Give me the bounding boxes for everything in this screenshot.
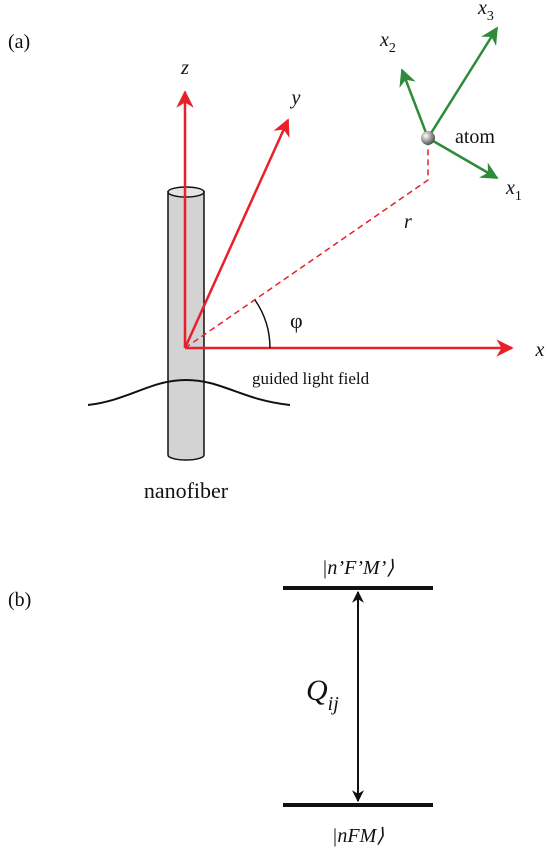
panel-label: (a)	[8, 31, 30, 53]
y-label: y	[290, 87, 301, 109]
transition-label: Qij	[306, 674, 339, 715]
atom-label: atom	[455, 126, 495, 148]
x3-label: x3	[477, 0, 494, 24]
field-label: guided light field	[252, 369, 370, 388]
upper-level-label: |n’F’M’⟩	[322, 557, 394, 579]
axis-sub: 1	[515, 189, 522, 204]
axis-name: x	[477, 0, 487, 19]
atom	[421, 131, 435, 145]
angle-label: φ	[290, 308, 303, 333]
z-label: z	[180, 57, 189, 79]
angle-arc	[255, 300, 270, 348]
axis-sub: 2	[389, 41, 396, 56]
x-label: x	[535, 339, 545, 361]
position-vector	[185, 140, 428, 348]
fiber-label: nanofiber	[144, 478, 229, 503]
transition-name: Q	[306, 674, 328, 707]
x2-label: x2	[379, 29, 396, 56]
atom-axis-3	[428, 28, 497, 138]
lower-level-label: |nFM⟩	[332, 825, 384, 847]
panel-label: (b)	[8, 589, 31, 611]
distance-label: r	[404, 211, 412, 233]
diagram: (a) z y x φ r guided light field nanofib…	[0, 0, 550, 853]
x1-label: x1	[505, 177, 522, 204]
transition-sub: ij	[328, 693, 340, 715]
axis-name: x	[505, 177, 515, 199]
atom-axis-2	[402, 70, 428, 138]
axis-name: x	[379, 29, 389, 51]
axis-sub: 3	[487, 9, 494, 24]
